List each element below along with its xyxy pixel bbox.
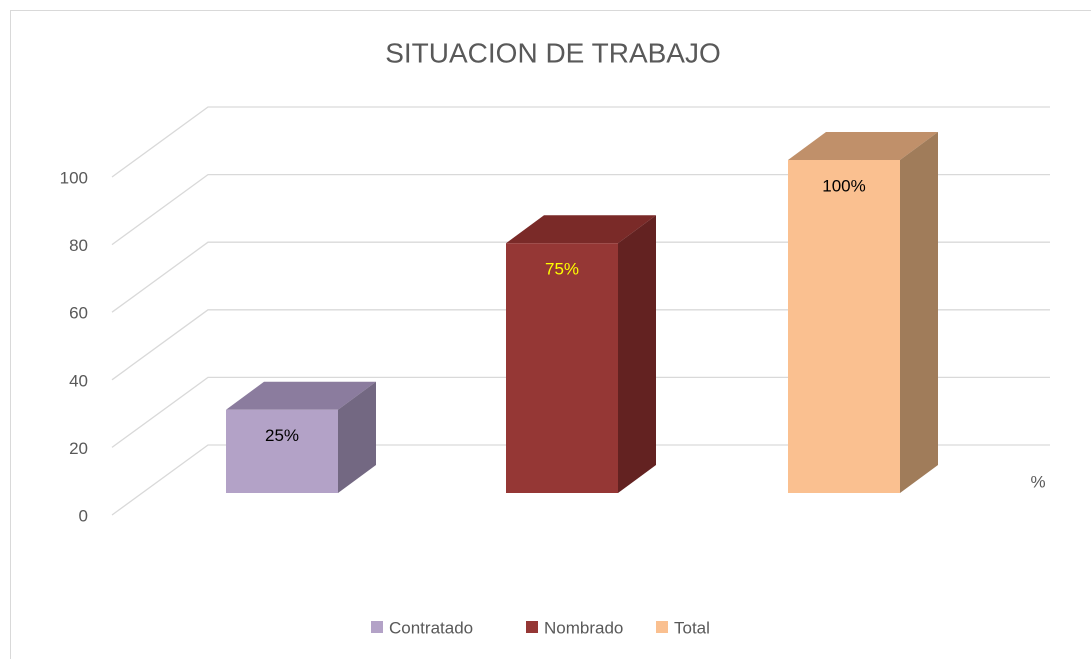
grid-line — [111, 444, 1050, 516]
data-label: 25% — [265, 426, 299, 445]
legend-label: Contratado — [389, 618, 473, 637]
bar-top — [226, 381, 376, 410]
bar — [226, 409, 338, 493]
legend-swatch — [526, 621, 538, 633]
data-label: 75% — [545, 260, 579, 279]
grid-line — [111, 376, 1050, 448]
bar — [788, 160, 900, 493]
legend-label: Total — [674, 618, 710, 637]
y-tick-label: 40 — [69, 371, 88, 390]
data-label: 100% — [822, 176, 865, 195]
grid-line — [111, 173, 1050, 246]
x-tick-label: % — [1030, 472, 1045, 491]
y-tick-label: 100 — [60, 168, 88, 187]
bar-top — [788, 132, 938, 160]
legend-swatch — [371, 621, 383, 633]
y-tick-label: 20 — [69, 439, 88, 458]
y-tick-label: 0 — [79, 506, 88, 525]
grid-line — [111, 241, 1050, 313]
y-tick-label: 80 — [69, 236, 88, 255]
chart-title: SITUACION DE TRABAJO — [385, 37, 721, 68]
bar-top — [506, 215, 656, 244]
y-tick-label: 60 — [69, 304, 88, 323]
bar-side — [338, 381, 376, 493]
grid-line — [111, 106, 1050, 178]
legend-label: Nombrado — [544, 618, 623, 637]
legend-swatch — [656, 621, 668, 633]
bar — [506, 243, 618, 493]
bar-side — [618, 215, 656, 493]
grid-line — [111, 309, 1050, 381]
bar-side — [900, 132, 938, 493]
